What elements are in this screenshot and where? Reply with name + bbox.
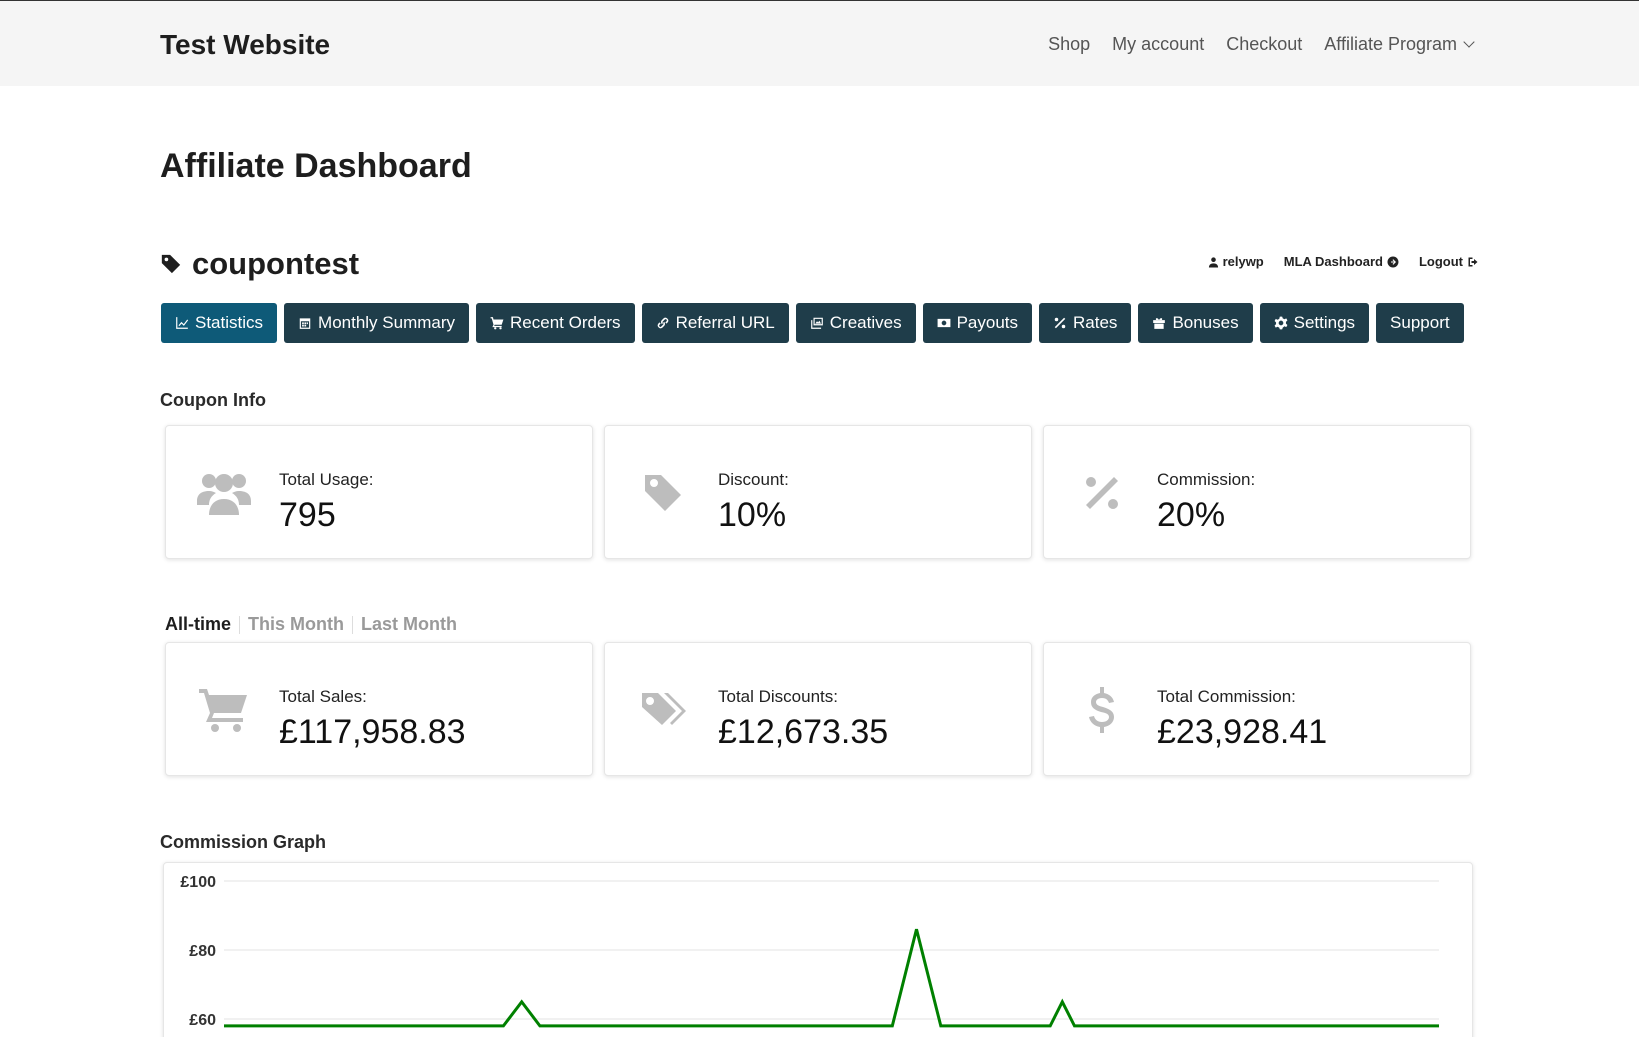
tags-icon [635,687,691,733]
tab-recent-orders[interactable]: Recent Orders [476,303,635,343]
stat-value: £12,673.35 [718,713,889,751]
stat-label: Total Sales: [279,687,367,706]
stat-label: Commission: [1157,470,1256,489]
tab-rates[interactable]: Rates [1039,303,1132,343]
chart-line-icon [176,317,189,329]
money-icon [937,318,950,328]
page-title: Affiliate Dashboard [160,147,472,185]
tab-label: Rates [1073,313,1118,332]
nav-affiliate-program[interactable]: Affiliate Program [1324,34,1475,55]
user-link[interactable]: relywp [1208,254,1264,269]
stat-card-commission: Commission: 20% [1043,425,1471,559]
user-links: relywp MLA Dashboard Logout [1208,254,1479,269]
logout-link[interactable]: Logout [1419,254,1479,269]
stat-card-total-commission: Total Commission: £23,928.41 [1043,642,1471,776]
commission-chart: £100 £80 £60 [180,874,1439,1029]
cart-icon [196,687,252,733]
tab-label: Settings [1293,313,1356,332]
arrow-circle-right-icon [1387,256,1399,267]
logout-label: Logout [1418,254,1463,269]
username: relywp [1222,254,1264,269]
tab-settings[interactable]: Settings [1259,303,1370,343]
tab-statistics[interactable]: Statistics [161,303,278,343]
tab-monthly-summary[interactable]: Monthly Summary [284,303,470,343]
percent-icon [1074,470,1130,516]
coupon-header: coupontest [160,246,359,282]
coupon-info-heading: Coupon Info [160,390,266,410]
tag-icon [161,254,181,274]
y-tick-label: £80 [189,943,216,960]
stat-value: 10% [718,496,787,534]
mla-dashboard-link[interactable]: MLA Dashboard [1284,254,1399,269]
main-nav: Shop My account Checkout Affiliate Progr… [1048,34,1475,55]
tab-label: Creatives [829,313,902,332]
chevron-down-icon [1463,36,1475,48]
tab-label: Monthly Summary [318,313,456,332]
tab-referral-url[interactable]: Referral URL [641,303,789,343]
site-title[interactable]: Test Website [160,29,331,60]
nav-my-account[interactable]: My account [1112,34,1205,54]
images-icon [810,317,823,329]
stat-value: 795 [279,496,336,534]
stat-card-total-usage: Total Usage: 795 [165,425,593,559]
percent-icon [1054,317,1066,329]
stat-value: £23,928.41 [1157,713,1328,751]
dashboard-tabs: Statistics Monthly Summary Recent Orders… [161,303,1464,343]
period-filter: All-time This Month Last Month [165,614,457,635]
tab-label: Referral URL [675,313,775,332]
tab-label: Bonuses [1172,313,1239,332]
tab-payouts[interactable]: Payouts [922,303,1033,343]
nav-shop[interactable]: Shop [1048,34,1091,54]
stat-label: Total Commission: [1157,687,1296,706]
y-tick-label: £60 [189,1012,216,1029]
stat-card-total-sales: Total Sales: £117,958.83 [165,642,593,776]
users-icon [196,470,252,516]
dollar-icon [1074,687,1130,733]
site-header: Test Website Shop My account Checkout Af… [0,0,1639,86]
gift-icon [1153,318,1166,329]
nav-checkout[interactable]: Checkout [1226,34,1303,54]
period-last-month[interactable]: Last Month [361,614,457,634]
tab-label: Support [1390,313,1450,332]
tab-support[interactable]: Support [1376,303,1464,343]
tag-icon [635,470,691,516]
commission-series-line [224,928,1439,1028]
sign-out-icon [1468,257,1478,266]
stat-label: Discount: [718,470,789,489]
cog-icon [1274,316,1288,330]
stat-label: Total Usage: [279,470,374,489]
period-all-time[interactable]: All-time [165,614,232,634]
y-tick-label: £100 [180,874,216,891]
period-separator [352,615,353,634]
period-separator [239,615,241,634]
tab-label: Payouts [956,313,1019,332]
stat-card-discount: Discount: 10% [604,425,1032,559]
mla-dashboard-label: MLA Dashboard [1283,254,1383,269]
tab-bonuses[interactable]: Bonuses [1138,303,1253,343]
period-this-month[interactable]: This Month [248,614,344,634]
stat-value: £117,958.83 [279,713,466,751]
link-icon [657,317,668,329]
coupon-name: coupontest [192,246,360,281]
nav-affiliate-label: Affiliate Program [1324,34,1457,54]
stat-card-total-discounts: Total Discounts: £12,673.35 [604,642,1032,776]
commission-graph-heading: Commission Graph [160,832,327,852]
tab-creatives[interactable]: Creatives [795,303,916,343]
stat-value: 20% [1157,496,1226,534]
tab-label: Statistics [195,313,264,332]
stat-label: Total Discounts: [718,687,838,706]
calendar-icon [299,318,311,329]
tab-label: Recent Orders [510,313,621,332]
cart-icon [490,317,504,330]
user-icon [1208,256,1218,267]
commission-graph: £100 £80 £60 [163,862,1473,1037]
